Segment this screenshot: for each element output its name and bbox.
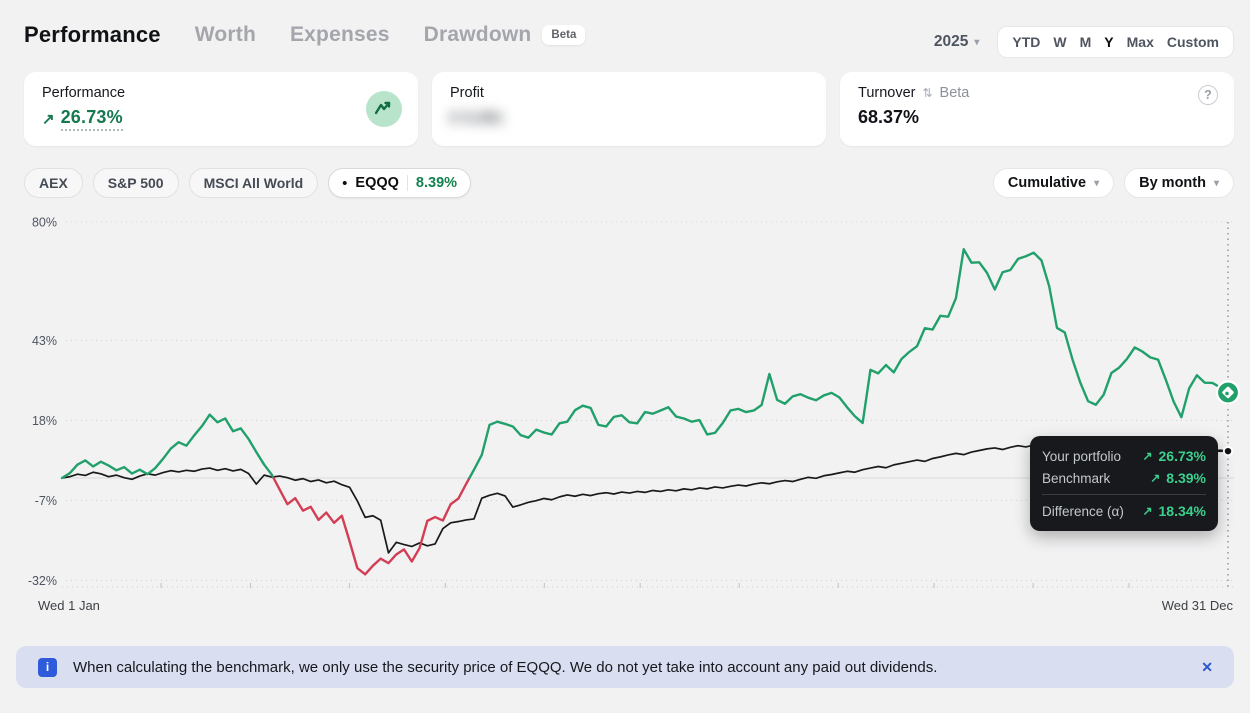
- svg-text:-32%: -32%: [28, 574, 57, 588]
- trend-up-icon: ↗: [1150, 471, 1161, 485]
- turnover-value: 68.37%: [858, 107, 920, 127]
- banner-text: When calculating the benchmark, we only …: [73, 658, 938, 676]
- performance-value[interactable]: 26.73%: [60, 107, 123, 131]
- turnover-card-title: Turnover: [858, 85, 916, 101]
- chevron-down-icon: ▾: [974, 36, 980, 48]
- active-chip-value: 8.39%: [415, 175, 458, 191]
- chip-eqqq-active[interactable]: • EQQQ 8.39%: [328, 168, 472, 198]
- trend-up-icon: ↗: [1142, 449, 1153, 463]
- tooltip-row-portfolio: Your portfolio ↗ 26.73%: [1042, 445, 1206, 467]
- performance-card-title: Performance: [42, 85, 126, 101]
- svg-text:-7%: -7%: [35, 494, 57, 508]
- range-option-ytd[interactable]: YTD: [1012, 34, 1041, 50]
- sparkline-icon-badge: [366, 91, 402, 127]
- chip-aex[interactable]: AEX: [24, 168, 83, 198]
- chip-sp500[interactable]: S&P 500: [92, 168, 179, 198]
- tooltip-divider: [1042, 494, 1206, 495]
- range-option-y[interactable]: Y: [1104, 34, 1114, 50]
- aggregation-select[interactable]: Cumulative ▾: [992, 168, 1115, 198]
- help-icon[interactable]: ?: [1198, 85, 1218, 105]
- granularity-select-value: By month: [1139, 175, 1206, 191]
- header-controls: 2025 ▾ YTD W M Y Max Custom: [934, 26, 1234, 58]
- info-icon: i: [38, 657, 57, 677]
- tooltip-benchmark-value: 8.39%: [1166, 470, 1206, 486]
- turnover-beta-label: Beta: [939, 85, 970, 101]
- chip-msci-all-world[interactable]: MSCI All World: [188, 168, 319, 198]
- main-nav: Performance Worth Expenses Drawdown Beta: [24, 22, 586, 48]
- tooltip-portfolio-value: 26.73%: [1158, 448, 1206, 464]
- tab-worth[interactable]: Worth: [194, 23, 256, 46]
- range-option-max[interactable]: Max: [1126, 34, 1154, 50]
- range-option-w[interactable]: W: [1053, 34, 1067, 50]
- chevron-down-icon: ▾: [1213, 177, 1219, 189]
- svg-text:Wed 1 Jan: Wed 1 Jan: [38, 598, 100, 613]
- year-selector-value: 2025: [933, 33, 969, 50]
- trend-up-icon: ↗: [42, 111, 55, 128]
- aggregation-select-value: Cumulative: [1007, 175, 1087, 191]
- granularity-select[interactable]: By month ▾: [1124, 168, 1234, 198]
- active-chip-name: EQQQ: [355, 175, 399, 191]
- performance-card: Performance ↗ 26.73%: [24, 72, 418, 146]
- active-chip-divider: [406, 175, 408, 191]
- trend-up-icon: ↗: [1142, 504, 1153, 518]
- close-icon[interactable]: ✕: [1201, 658, 1213, 675]
- tooltip-benchmark-label: Benchmark: [1042, 470, 1111, 486]
- svg-text:18%: 18%: [32, 414, 57, 428]
- tab-drawdown[interactable]: Drawdown: [423, 23, 532, 46]
- profit-card: Profit € 5.091: [432, 72, 826, 146]
- tab-expenses[interactable]: Expenses: [289, 23, 390, 46]
- benchmark-info-banner: i When calculating the benchmark, we onl…: [16, 646, 1234, 688]
- profit-value-blurred: € 5.091: [450, 110, 504, 127]
- svg-text:Wed 31 Dec: Wed 31 Dec: [1162, 598, 1234, 613]
- sparkline-icon: [375, 101, 391, 115]
- tooltip-difference-value: 18.34%: [1158, 503, 1206, 519]
- turnover-card: Turnover ⇅ Beta 68.37% ?: [840, 72, 1234, 146]
- range-switcher: YTD W M Y Max Custom: [997, 26, 1234, 58]
- swap-icon: ⇅: [922, 86, 933, 100]
- tooltip-row-difference: Difference (α) ↗ 18.34%: [1042, 500, 1206, 522]
- year-selector[interactable]: 2025 ▾: [934, 33, 980, 51]
- tab-performance[interactable]: Performance: [24, 22, 161, 47]
- stat-cards: Performance ↗ 26.73% Profit € 5.091 Turn…: [24, 72, 1234, 146]
- svg-text:80%: 80%: [32, 216, 57, 230]
- profit-card-title: Profit: [450, 85, 484, 101]
- tooltip-row-benchmark: Benchmark ↗ 8.39%: [1042, 467, 1206, 489]
- tooltip-portfolio-label: Your portfolio: [1042, 448, 1122, 464]
- active-chip-bullet: •: [342, 174, 348, 192]
- range-option-custom[interactable]: Custom: [1166, 34, 1219, 50]
- svg-text:43%: 43%: [32, 334, 57, 348]
- chart-controls: Cumulative ▾ By month ▾: [992, 168, 1234, 198]
- tooltip-difference-label: Difference (α): [1042, 503, 1124, 519]
- benchmark-chips: AEX S&P 500 MSCI All World • EQQQ 8.39%: [24, 168, 472, 198]
- chevron-down-icon: ▾: [1094, 177, 1100, 189]
- tab-drawdown-group: Drawdown Beta: [424, 23, 586, 47]
- beta-badge: Beta: [542, 25, 586, 45]
- range-option-m[interactable]: M: [1079, 34, 1092, 50]
- chart-tooltip: Your portfolio ↗ 26.73% Benchmark ↗ 8.39…: [1030, 436, 1218, 531]
